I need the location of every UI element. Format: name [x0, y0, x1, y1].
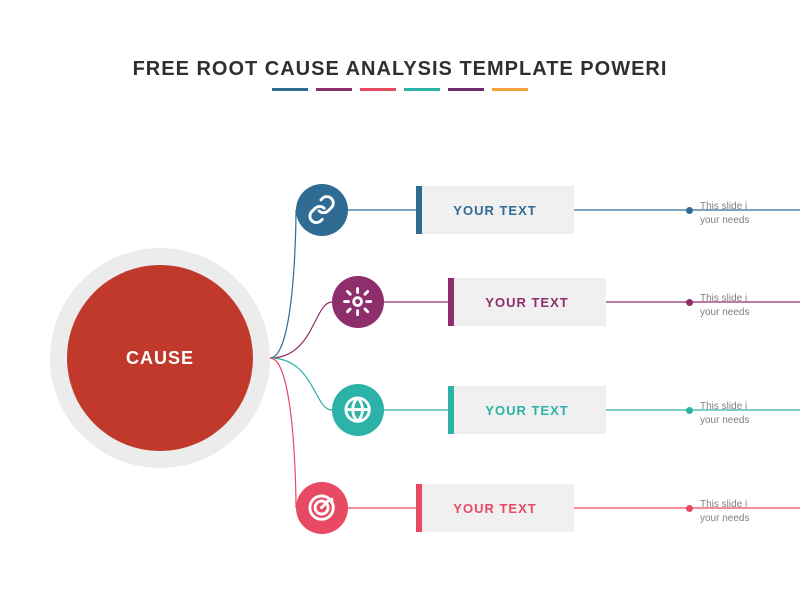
branch-description-line: your needs	[700, 414, 749, 428]
underline-segment	[316, 88, 352, 91]
branch-dot	[686, 505, 693, 512]
cause-circle: CAUSE	[67, 265, 253, 451]
slide-canvas: { "title": { "text": "FREE ROOT CAUSE AN…	[0, 0, 800, 598]
branch-dot	[686, 207, 693, 214]
branch-box-label: YOUR TEXT	[453, 501, 536, 516]
slide-title: FREE ROOT CAUSE ANALYSIS TEMPLATE POWERI	[0, 58, 800, 81]
title-underline	[272, 88, 528, 91]
branch-description: This slide iyour needs	[700, 292, 749, 320]
underline-segment	[360, 88, 396, 91]
branch-box: YOUR TEXT	[448, 278, 606, 326]
link-icon	[296, 184, 348, 236]
underline-segment	[272, 88, 308, 91]
branch-box-stripe	[416, 186, 422, 234]
branch-description-line: your needs	[700, 306, 749, 320]
branch-box: YOUR TEXT	[416, 186, 574, 234]
branch-box-label: YOUR TEXT	[485, 295, 568, 310]
underline-segment	[448, 88, 484, 91]
underline-segment	[404, 88, 440, 91]
branch-description: This slide iyour needs	[700, 498, 749, 526]
branch-box-stripe	[416, 484, 422, 532]
cause-label: CAUSE	[126, 348, 194, 369]
branch-box: YOUR TEXT	[416, 484, 574, 532]
branch-description-line: your needs	[700, 214, 749, 228]
branch-box-stripe	[448, 278, 454, 326]
branch-dot	[686, 299, 693, 306]
branch-description-line: This slide i	[700, 498, 749, 512]
target-icon	[296, 482, 348, 534]
branch-description: This slide iyour needs	[700, 400, 749, 428]
branch-box-stripe	[448, 386, 454, 434]
branch-description-line: This slide i	[700, 400, 749, 414]
branch-curve	[270, 358, 332, 410]
branch-curve	[270, 302, 332, 358]
branch-box: YOUR TEXT	[448, 386, 606, 434]
branch-box-label: YOUR TEXT	[485, 403, 568, 418]
branch-description-line: This slide i	[700, 200, 749, 214]
branch-dot	[686, 407, 693, 414]
gear-icon	[332, 276, 384, 328]
branch-description-line: This slide i	[700, 292, 749, 306]
branch-curve	[270, 210, 296, 358]
branch-curve	[270, 358, 296, 508]
branch-description: This slide iyour needs	[700, 200, 749, 228]
globe-icon	[332, 384, 384, 436]
underline-segment	[492, 88, 528, 91]
branch-description-line: your needs	[700, 512, 749, 526]
branch-box-label: YOUR TEXT	[453, 203, 536, 218]
